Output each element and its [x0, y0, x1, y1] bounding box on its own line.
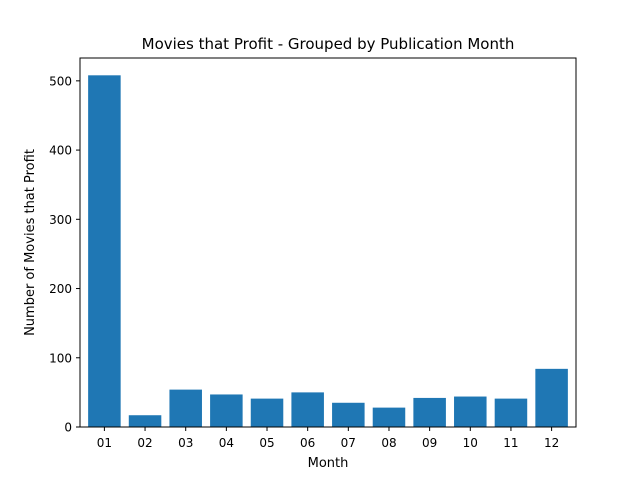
bar-07	[332, 402, 365, 427]
x-tick-label: 09	[422, 436, 437, 450]
bar-03	[169, 389, 202, 427]
y-tick-label: 200	[49, 282, 72, 296]
x-tick-label: 03	[178, 436, 193, 450]
x-tick-label: 12	[544, 436, 559, 450]
bar-08	[372, 407, 406, 427]
bar-12	[535, 368, 568, 427]
x-tick-label: 02	[137, 436, 152, 450]
y-tick-label: 300	[49, 213, 72, 227]
bar-02	[128, 415, 162, 427]
bars-group	[88, 75, 568, 428]
x-tick-label: 07	[341, 436, 356, 450]
plot-frame	[79, 57, 577, 428]
bar-10	[454, 396, 487, 427]
y-axis: 0 100 200 300 400 500	[49, 74, 80, 435]
x-tick-label: 10	[463, 436, 478, 450]
bar-04	[210, 394, 243, 427]
y-tick-label: 0	[64, 421, 72, 435]
bar-05	[250, 398, 284, 427]
bar-11	[494, 398, 528, 427]
x-tick-label: 08	[381, 436, 396, 450]
bar-01	[88, 75, 121, 428]
chart-title: Movies that Profit - Grouped by Publicat…	[142, 35, 515, 53]
y-axis-label: Number of Movies that Profit	[23, 149, 38, 336]
y-tick-label: 500	[49, 74, 72, 88]
x-axis-label: Month	[308, 456, 349, 471]
bar-06	[291, 392, 324, 427]
x-tick-label: 04	[219, 436, 234, 450]
x-tick-label: 05	[259, 436, 274, 450]
x-tick-label: 06	[300, 436, 315, 450]
bar-09	[413, 397, 446, 427]
x-tick-label: 01	[97, 436, 112, 450]
y-tick-label: 100	[49, 351, 72, 365]
x-axis: 01 02 03 04 05 06 07 08 09 10 11 12	[97, 427, 559, 450]
x-tick-label: 11	[503, 436, 518, 450]
y-tick-label: 400	[49, 144, 72, 158]
